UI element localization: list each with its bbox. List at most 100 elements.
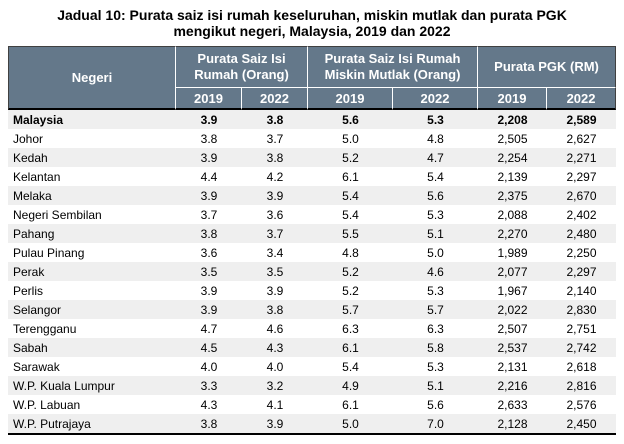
value-cell: 2,128 [478, 414, 548, 435]
value-cell: 2,751 [566, 321, 597, 336]
value-cell: 5.4 [342, 188, 359, 203]
value-cell: 5.2 [342, 264, 359, 279]
value-cell: 6.1 [342, 340, 359, 355]
value-cell: 3.8 [266, 150, 284, 165]
value-cell: 2,618 [566, 359, 597, 374]
value-cell: 3.9 [200, 283, 218, 298]
value-cell: 5.5 [342, 226, 359, 241]
value-cell: 6.1 [342, 169, 359, 184]
value-cell: 5.3 [427, 283, 444, 298]
table-header: Negeri Purata Saiz Isi Rumah (Orang) Pur… [8, 46, 617, 110]
value-cell: 4.0 [266, 359, 284, 374]
column-group-household-size-line2: Rumah (Orang) [194, 67, 289, 82]
value-cell: 6.3 [427, 321, 444, 336]
state-name-cell: Johor [13, 131, 44, 146]
value-cell: 4.7 [427, 150, 444, 165]
value-cell: 2,830 [566, 302, 597, 317]
value-cell: 6.1 [342, 397, 359, 412]
value-cell: 2,250 [566, 245, 597, 260]
header-year-row: 2019 2022 2019 2022 2019 2022 [8, 88, 617, 110]
value-cell: 3.8 [200, 226, 218, 241]
value-cell: 5.2 [342, 150, 359, 165]
value-cell: 3.7 [266, 131, 284, 146]
table-row: Kedah 3.9 3.8 5.2 4.7 2,254 2,271 [8, 148, 617, 167]
state-name-cell: W.P. Putrajaya [8, 414, 176, 435]
state-name-cell: Selangor [13, 302, 62, 317]
value-cell: 2,270 [497, 226, 528, 241]
value-cell: 4.8 [342, 245, 359, 260]
value-cell: 2,297 [566, 169, 597, 184]
table-row: Perlis 3.9 3.9 5.2 5.3 1,967 2,140 [8, 281, 616, 300]
value-cell: 2,297 [566, 264, 597, 279]
column-group-average-pgk: Purata PGK (RM) [478, 46, 617, 88]
value-cell: 2,022 [497, 302, 528, 317]
column-group-average-pgk-label: Purata PGK (RM) [494, 59, 599, 74]
value-cell: 2,480 [566, 226, 597, 241]
value-cell: 5.7 [427, 302, 444, 317]
value-cell: 4.5 [200, 340, 218, 355]
table-body: Malaysia 3.9 3.8 5.6 5.3 2,208 2,589 Johor 3.8 3.… [8, 110, 617, 435]
value-cell: 3.9 [200, 112, 218, 127]
value-cell: 3.6 [200, 245, 218, 260]
value-cell: 4.2 [266, 169, 284, 184]
state-name-cell: Kelantan [13, 169, 61, 184]
table-title-line2: mengikut negeri, Malaysia, 2019 dan 2022 [173, 23, 451, 39]
table-row: Malaysia 3.9 3.8 5.6 5.3 2,208 2,589 [8, 110, 617, 129]
value-cell: 3.2 [266, 378, 284, 393]
table-row: Melaka 3.9 3.9 5.4 5.6 2,375 2,670 [8, 186, 617, 205]
table-title-line1: Jadual 10: Purata saiz isi rumah keselur… [57, 7, 567, 23]
value-cell: 2,670 [566, 188, 597, 203]
value-cell: 2,633 [497, 397, 528, 412]
value-cell: 4.9 [342, 378, 359, 393]
table-row: Terengganu 4.7 4.6 6.3 6.3 2,507 2,751 [8, 319, 616, 338]
value-cell: 5.0 [427, 245, 444, 260]
state-name-cell: Perlis [13, 283, 44, 298]
value-cell: 2,077 [497, 264, 528, 279]
value-cell: 5.3 [427, 207, 444, 222]
value-cell: 5.6 [342, 112, 359, 127]
value-cell: 5.1 [427, 226, 444, 241]
value-cell: 5.4 [342, 207, 359, 222]
value-cell: 2,088 [497, 207, 528, 222]
state-name-cell: Negeri Sembilan [13, 207, 102, 222]
value-cell: 2,742 [566, 340, 597, 355]
value-cell: 5.3 [427, 112, 444, 127]
value-cell: 2,589 [566, 112, 597, 127]
value-cell: 5.8 [427, 340, 444, 355]
value-cell: 4.6 [427, 264, 444, 279]
value-cell: 4.6 [266, 321, 284, 336]
state-name-cell: Pulau Pinang [13, 245, 85, 260]
state-name-cell: Terengganu [13, 321, 77, 336]
value-cell: 3.7 [266, 226, 284, 241]
value-cell: 2,816 [566, 378, 597, 393]
value-cell: 2,507 [497, 321, 528, 336]
table-row: Selangor 3.9 3.8 5.7 5.7 2,022 2,830 [8, 300, 617, 319]
value-cell: 4.3 [200, 397, 218, 412]
column-group-household-size-line1: Purata Saiz Isi [197, 51, 286, 66]
value-cell: 3.9 [200, 188, 218, 203]
value-cell: 2,271 [566, 150, 597, 165]
value-cell: 3.9 [200, 150, 218, 165]
data-table: Negeri Purata Saiz Isi Rumah (Orang) Pur… [8, 46, 617, 435]
value-cell: 5.1 [427, 378, 444, 393]
value-cell: 5.7 [342, 302, 359, 317]
value-cell: 2,402 [566, 207, 597, 222]
year-header-pgk-2019: 2019 [478, 88, 548, 110]
value-cell: 3.7 [200, 207, 218, 222]
value-cell: 2,254 [497, 150, 528, 165]
table-row: Johor 3.8 3.7 5.0 4.8 2,505 2,627 [8, 129, 616, 148]
value-cell: 6.3 [342, 321, 359, 336]
table-row: Sarawak 4.0 4.0 5.4 5.3 2,131 2,618 [8, 357, 616, 376]
table-row: Pahang 3.8 3.7 5.5 5.1 2,270 2,480 [8, 224, 617, 243]
value-cell: 3.8 [266, 112, 284, 127]
value-cell: 1,967 [497, 283, 528, 298]
value-cell: 2,627 [566, 131, 597, 146]
state-name-cell: Malaysia [13, 112, 64, 127]
value-cell: 5.4 [342, 359, 359, 374]
value-cell: 2,216 [497, 378, 528, 393]
value-cell: 3.8 [176, 414, 242, 435]
table-title: Jadual 10: Purata saiz isi rumah keselur… [8, 7, 616, 39]
value-cell: 7.0 [393, 414, 479, 435]
value-cell: 3.9 [266, 283, 284, 298]
